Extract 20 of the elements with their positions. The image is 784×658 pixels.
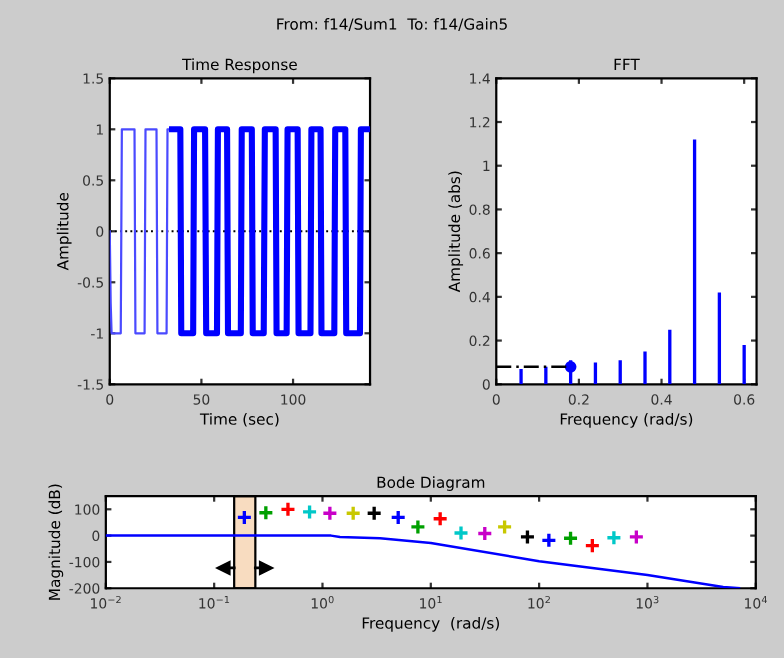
point [321,505,339,522]
point [236,509,253,526]
point [257,504,275,521]
point [279,501,297,518]
point [584,537,601,554]
point [390,509,407,526]
point [628,528,645,546]
point [301,503,318,521]
point [431,510,449,527]
point [365,505,383,522]
point [476,525,493,542]
point [605,529,623,546]
point [496,518,513,536]
point [409,518,427,536]
point [519,528,536,546]
point [540,532,558,549]
point [452,524,470,542]
point [562,530,579,547]
point [344,505,362,522]
line-series [109,128,174,335]
